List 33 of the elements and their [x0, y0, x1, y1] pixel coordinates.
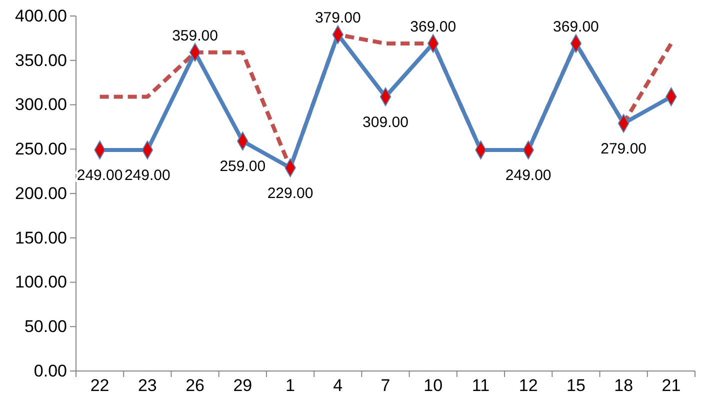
data-label: 249.00 [76, 167, 123, 184]
y-tick-label: 200.00 [15, 184, 67, 203]
data-label: 369.00 [410, 18, 456, 36]
x-tick-label: 23 [138, 376, 157, 396]
y-tick-label: 300.00 [15, 95, 67, 114]
y-tick-label: 0.00 [34, 361, 67, 380]
x-tick-label: 26 [186, 376, 204, 396]
x-tick-label: 22 [90, 376, 110, 396]
x-tick-label: 12 [518, 376, 538, 396]
data-label: 279.00 [600, 140, 647, 158]
y-tick-label: 350.00 [15, 50, 67, 70]
data-label: 359.00 [172, 27, 218, 44]
data-label: 379.00 [314, 10, 361, 27]
x-tick-label: 21 [662, 376, 681, 396]
x-tick-label: 11 [472, 376, 490, 396]
x-tick-label: 29 [233, 376, 252, 396]
y-tick-label: 100.00 [15, 272, 67, 292]
x-tick-label: 18 [614, 376, 634, 396]
y-tick-label: 50.00 [24, 317, 67, 336]
data-label: 249.00 [124, 167, 170, 184]
x-tick-label: 4 [333, 376, 343, 396]
data-label: 249.00 [505, 167, 552, 184]
data-label: 309.00 [362, 114, 408, 131]
data-label: 369.00 [553, 18, 599, 36]
data-label: 259.00 [220, 158, 266, 176]
y-tick-label: 250.00 [15, 140, 67, 159]
x-tick-label: 15 [566, 376, 586, 396]
y-tick-label: 400.00 [15, 6, 67, 26]
x-tick-label: 10 [424, 376, 443, 396]
data-label: 229.00 [267, 184, 314, 202]
x-tick-label: 7 [380, 376, 390, 396]
y-tick-label: 150.00 [15, 228, 67, 248]
x-tick-label: 1 [286, 376, 296, 396]
